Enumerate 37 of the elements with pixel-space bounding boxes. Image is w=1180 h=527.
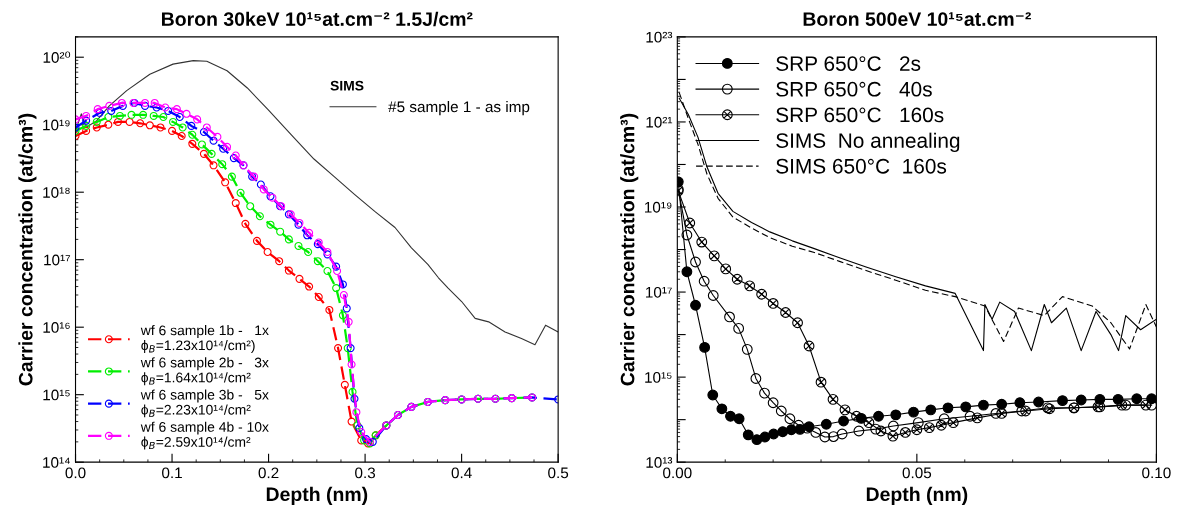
x-tick-label: 0.3 [355, 467, 376, 479]
x-axis-title: Depth (nm) [866, 486, 968, 505]
x-tick-label: 0.4 [451, 467, 472, 479]
y-tick-label: 10¹³ [646, 457, 673, 468]
y-tick-label: 10¹⁵ [645, 371, 672, 383]
y-tick-label: 10¹⁹ [43, 119, 70, 131]
legend-label: SIMS 650°C 160s [776, 158, 947, 174]
x-tick-label: 0.5 [548, 467, 569, 479]
y-tick-label: 10²³ [646, 31, 673, 43]
x-tick-label: 0.1 [162, 467, 182, 479]
x-axis-title: Depth (nm) [266, 486, 368, 505]
y-tick-label: 10¹⁶ [43, 322, 70, 333]
y-tick-label: 10¹⁷ [646, 286, 672, 298]
y-tick-label: 10¹⁷ [44, 254, 71, 266]
x-tick-label: 0.10 [1142, 467, 1171, 479]
x-tick-label: 0.00 [663, 467, 692, 479]
y-tick-label: 10²¹ [646, 116, 673, 128]
legend-label: SRP 650°C 160s [776, 107, 944, 123]
y-tick-label: 10¹⁹ [645, 201, 672, 213]
legend-label: SRP 650°C 2s [776, 56, 921, 71]
y-tick-label: 10²⁰ [43, 51, 71, 63]
legend-label: wf 6 sample 4b - 10x ϕ$_{B}$=2.59x10¹⁴/cm² [140, 421, 269, 450]
chart-title: Boron 30keV 10¹⁵at.cm⁻² 1.5J/cm² [162, 11, 473, 27]
y-tick-label: 10¹⁸ [43, 187, 70, 198]
y-axis-title: Carrier concentration (at/cm³) [620, 113, 639, 386]
x-tick-label: 0.2 [258, 467, 279, 479]
legend-label: SRP 650°C 40s [776, 81, 932, 97]
x-tick-label: 0.0 [65, 467, 86, 479]
y-tick-label: 10¹⁵ [43, 389, 70, 401]
legend-label: #5 sample 1 - as imp [388, 101, 530, 116]
chart-title: Boron 500eV 10¹⁵at.cm⁻² [803, 12, 1031, 26]
legend-label: wf 6 sample 1b - 1x ϕ$_{B}$=1.23x10¹⁴/cm²) [140, 325, 269, 353]
x-tick-label: 0.05 [902, 467, 932, 479]
legend-title: SIMS [330, 80, 364, 91]
y-axis-title: Carrier concentration (at/cm³) [18, 113, 37, 386]
legend-label: SIMS No annealing [776, 132, 960, 153]
y-tick-label: 10¹⁴ [43, 457, 70, 468]
